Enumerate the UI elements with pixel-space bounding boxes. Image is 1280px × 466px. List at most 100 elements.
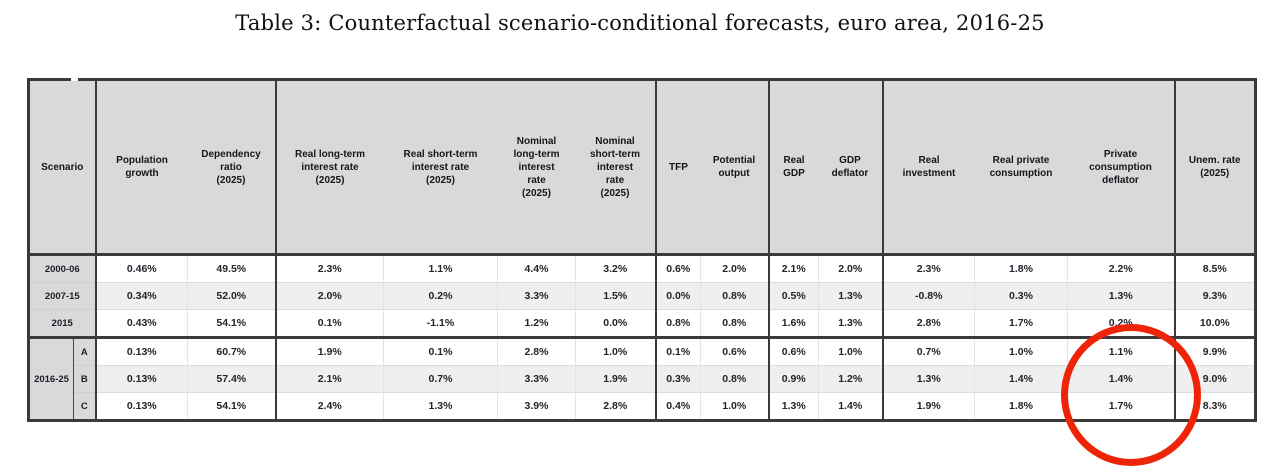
cell: 1.3% — [1067, 282, 1176, 310]
col-header-tfp: TFP — [655, 79, 701, 256]
row-label: 2015 — [28, 309, 97, 338]
cell: 1.0% — [575, 336, 657, 366]
cell: 2.8% — [497, 336, 576, 366]
col-header-scenario: Scenario — [28, 79, 97, 256]
cell: 1.1% — [383, 254, 498, 283]
cell: 2.2% — [1067, 254, 1176, 283]
col-header-potential-output: Potential output — [700, 79, 770, 256]
cell: 2.8% — [882, 309, 975, 338]
table-row-2007-15: 2007-15 0.34% 52.0% 2.0% 0.2% 3.3% 1.5% … — [28, 282, 1256, 310]
cell: 3.3% — [497, 282, 576, 310]
table-caption: Table 3: Counterfactual scenario-conditi… — [235, 11, 1045, 35]
cell: 1.8% — [974, 392, 1068, 421]
col-header-nominal-short-term-interest-rate: Nominal short-term interest rate (2025) — [575, 79, 657, 256]
cell: 0.4% — [655, 392, 701, 421]
cell: 57.4% — [187, 365, 277, 393]
cell: 3.9% — [497, 392, 576, 421]
col-header-real-short-term-interest-rate: Real short-term interest rate (2025) — [383, 79, 498, 256]
cell: 8.5% — [1174, 254, 1256, 283]
cell: 0.8% — [700, 309, 770, 338]
cell: 0.1% — [655, 336, 701, 366]
col-header-private-consumption-deflator: Private consumption deflator — [1067, 79, 1176, 256]
col-header-nominal-long-term-interest-rate: Nominal long-term interest rate (2025) — [497, 79, 576, 256]
cell: 49.5% — [187, 254, 277, 283]
row-label: 2007-15 — [28, 282, 97, 310]
col-header-real-long-term-interest-rate: Real long-term interest rate (2025) — [275, 79, 384, 256]
cell: 0.6% — [655, 254, 701, 283]
cell: 0.8% — [700, 365, 770, 393]
cell: 4.4% — [497, 254, 576, 283]
cell: -1.1% — [383, 309, 498, 338]
cell: 1.6% — [768, 309, 819, 338]
cell: 0.9% — [768, 365, 819, 393]
cell: 1.9% — [575, 365, 657, 393]
cell: 8.3% — [1174, 392, 1256, 421]
cell: 1.4% — [818, 392, 884, 421]
table-container: Scenario Population growth Dependency ra… — [27, 78, 1257, 422]
cell: 9.9% — [1174, 336, 1256, 366]
cell: 1.9% — [882, 392, 975, 421]
cell: 0.13% — [95, 365, 188, 393]
cell: 1.0% — [818, 336, 884, 366]
cell: 1.4% — [974, 365, 1068, 393]
cell-circled: 1.1% — [1067, 336, 1176, 366]
cell: 0.5% — [768, 282, 819, 310]
cell: 2.0% — [700, 254, 770, 283]
cell: 9.0% — [1174, 365, 1256, 393]
col-header-dependency-ratio: Dependency ratio (2025) — [187, 79, 277, 256]
cell: 1.3% — [768, 392, 819, 421]
cell: 0.7% — [882, 336, 975, 366]
cell: 0.13% — [95, 392, 188, 421]
cell: 0.34% — [95, 282, 188, 310]
cell: 2.0% — [275, 282, 384, 310]
cell: 52.0% — [187, 282, 277, 310]
cell: 3.2% — [575, 254, 657, 283]
cell: -0.8% — [882, 282, 975, 310]
row-sublabel: B — [73, 365, 97, 393]
cell: 2.3% — [882, 254, 975, 283]
cell: 0.13% — [95, 336, 188, 366]
table-row-2016-25-a: 2016-25 A 0.13% 60.7% 1.9% 0.1% 2.8% 1.0… — [28, 336, 1256, 421]
cell: 0.1% — [383, 336, 498, 366]
cell: 1.5% — [575, 282, 657, 310]
table-top-border-notch — [71, 76, 78, 81]
forecast-table: Scenario Population growth Dependency ra… — [27, 78, 1257, 422]
cell: 2.1% — [768, 254, 819, 283]
cell: 0.2% — [1067, 309, 1176, 338]
cell: 3.3% — [497, 365, 576, 393]
col-header-real-investment: Real investment — [882, 79, 975, 256]
cell: 1.9% — [275, 336, 384, 366]
cell: 54.1% — [187, 309, 277, 338]
col-header-unemployment-rate: Unem. rate (2025) — [1174, 79, 1256, 256]
cell: 2.4% — [275, 392, 384, 421]
col-header-population-growth: Population growth — [95, 79, 188, 256]
cell: 0.3% — [974, 282, 1068, 310]
cell: 0.46% — [95, 254, 188, 283]
cell: 0.6% — [768, 336, 819, 366]
cell: 9.3% — [1174, 282, 1256, 310]
cell: 0.6% — [700, 336, 770, 366]
cell: 1.8% — [974, 254, 1068, 283]
cell: 1.2% — [818, 365, 884, 393]
cell: 0.0% — [575, 309, 657, 338]
table-row-2016-25-b: B 0.13% 57.4% 2.1% 0.7% 3.3% 1.9% 0.3% 0… — [29, 365, 1256, 393]
cell: 1.0% — [974, 336, 1068, 366]
cell-circled: 1.7% — [1067, 392, 1176, 421]
cell: 1.3% — [882, 365, 975, 393]
cell-circled: 1.4% — [1067, 365, 1176, 393]
cell: 2.8% — [575, 392, 657, 421]
row-label: 2000-06 — [28, 254, 97, 283]
cell: 1.7% — [974, 309, 1068, 338]
col-header-real-gdp: Real GDP — [768, 79, 819, 256]
cell: 2.1% — [275, 365, 384, 393]
cell: 1.3% — [818, 309, 884, 338]
cell: 1.2% — [497, 309, 576, 338]
header-row: Scenario Population growth Dependency ra… — [28, 79, 1256, 256]
col-header-gdp-deflator: GDP deflator — [818, 79, 884, 256]
row-group-label: 2016-25 — [28, 336, 74, 421]
row-sublabel: A — [73, 336, 97, 366]
cell: 0.0% — [655, 282, 701, 310]
cell: 1.0% — [700, 392, 770, 421]
cell: 0.3% — [655, 365, 701, 393]
